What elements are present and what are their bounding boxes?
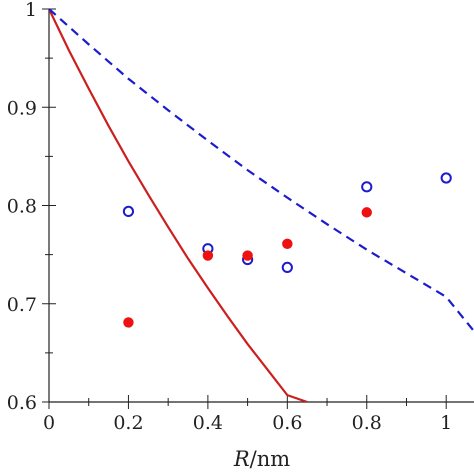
y-tick-label: 0.9 xyxy=(7,97,37,119)
series-layer xyxy=(49,8,474,402)
x-axis-label: R/nm xyxy=(233,447,290,471)
y-tick-label: 1 xyxy=(25,0,37,21)
x-axis-ticks: 0 0.2 0.4 0.6 0.8 1 xyxy=(43,395,452,434)
dashed-blue-curve xyxy=(49,8,474,332)
filled-red-point xyxy=(202,250,214,261)
y-tick-label: 0.8 xyxy=(7,196,37,218)
x-tick-label: 0 xyxy=(43,412,55,434)
plot-frame xyxy=(48,9,474,403)
x-tick-label: 0.4 xyxy=(193,412,223,434)
x-tick-label: 0.8 xyxy=(352,412,382,434)
x-tick-label: 1 xyxy=(440,412,452,434)
x-tick-label: 0.6 xyxy=(272,412,302,434)
filled-red-point xyxy=(123,317,134,328)
open-blue-point xyxy=(440,172,452,184)
open-blue-point xyxy=(281,261,293,273)
y-axis-ticks: 0.6 0.7 0.8 0.9 1 xyxy=(7,0,56,414)
filled-red-point xyxy=(282,238,293,250)
x-axis-label-unit: /nm xyxy=(250,447,291,471)
x-axis-label-variable: R xyxy=(233,447,250,471)
filled-red-point xyxy=(361,207,372,218)
y-tick-label: 0.7 xyxy=(7,294,37,316)
y-tick-label: 0.6 xyxy=(7,392,37,414)
filled-red-point xyxy=(242,250,253,261)
open-blue-point xyxy=(122,205,135,217)
x-tick-label: 0.2 xyxy=(113,412,143,434)
open-blue-point xyxy=(361,181,373,193)
solid-red-curve xyxy=(49,8,308,402)
